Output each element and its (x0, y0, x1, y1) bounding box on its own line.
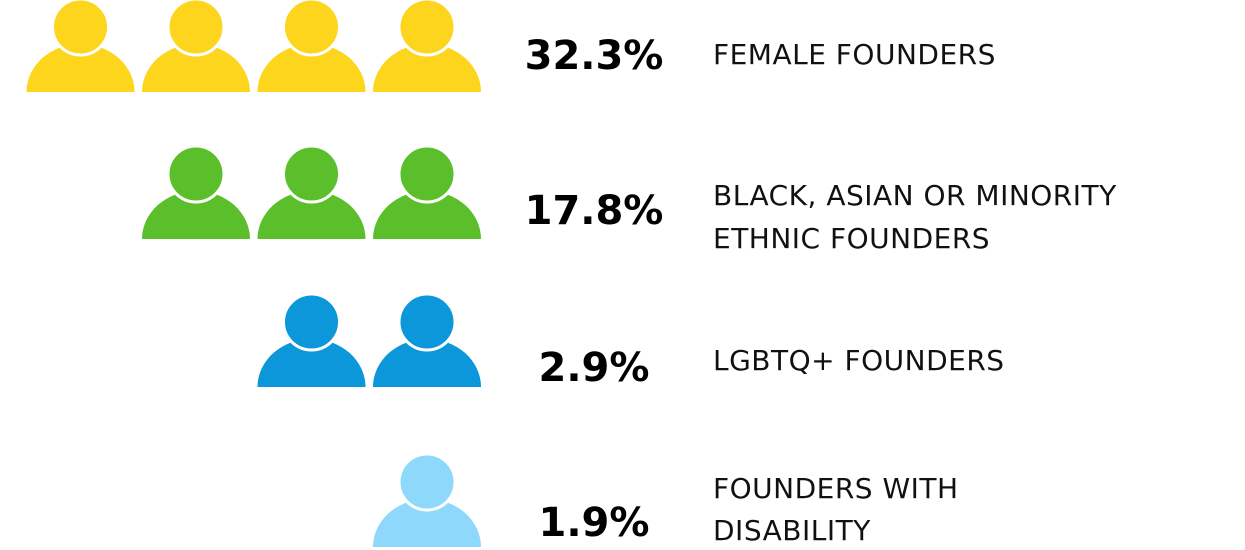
category-label: FOUNDERS WITH (713, 472, 959, 505)
percentage: 17.8% (525, 188, 664, 234)
category-label: BLACK, ASIAN OR MINORITY (713, 179, 1117, 212)
person-head (51, 0, 110, 57)
person-body (373, 499, 481, 547)
person-body (373, 191, 481, 239)
percentage: 1.9% (539, 500, 650, 546)
person-body (257, 191, 366, 239)
person-body (373, 44, 481, 92)
icon-row (373, 452, 481, 547)
person-body (257, 339, 366, 387)
icon-row (142, 144, 481, 239)
category-label: DISABILITY (713, 514, 871, 547)
icon-row (26, 0, 481, 92)
category-label: LGBTQ+ FOUNDERS (713, 344, 1005, 377)
person-head (166, 0, 226, 57)
category-label: FEMALE FOUNDERS (713, 38, 996, 71)
person-head (282, 0, 341, 57)
person-head (282, 292, 341, 352)
person-body (373, 339, 481, 387)
percentage: 2.9% (539, 345, 650, 391)
category-label: ETHNIC FOUNDERS (713, 222, 990, 255)
person-head (397, 0, 457, 57)
person-body (142, 44, 250, 92)
person-body (142, 191, 250, 239)
person-head (397, 292, 457, 352)
person-head (397, 452, 457, 512)
icon-row (257, 292, 481, 387)
person-head (166, 144, 226, 204)
person-body (26, 44, 135, 92)
person-body (257, 44, 366, 92)
percentage: 32.3% (525, 33, 664, 79)
person-head (397, 144, 457, 204)
person-head (282, 144, 341, 204)
